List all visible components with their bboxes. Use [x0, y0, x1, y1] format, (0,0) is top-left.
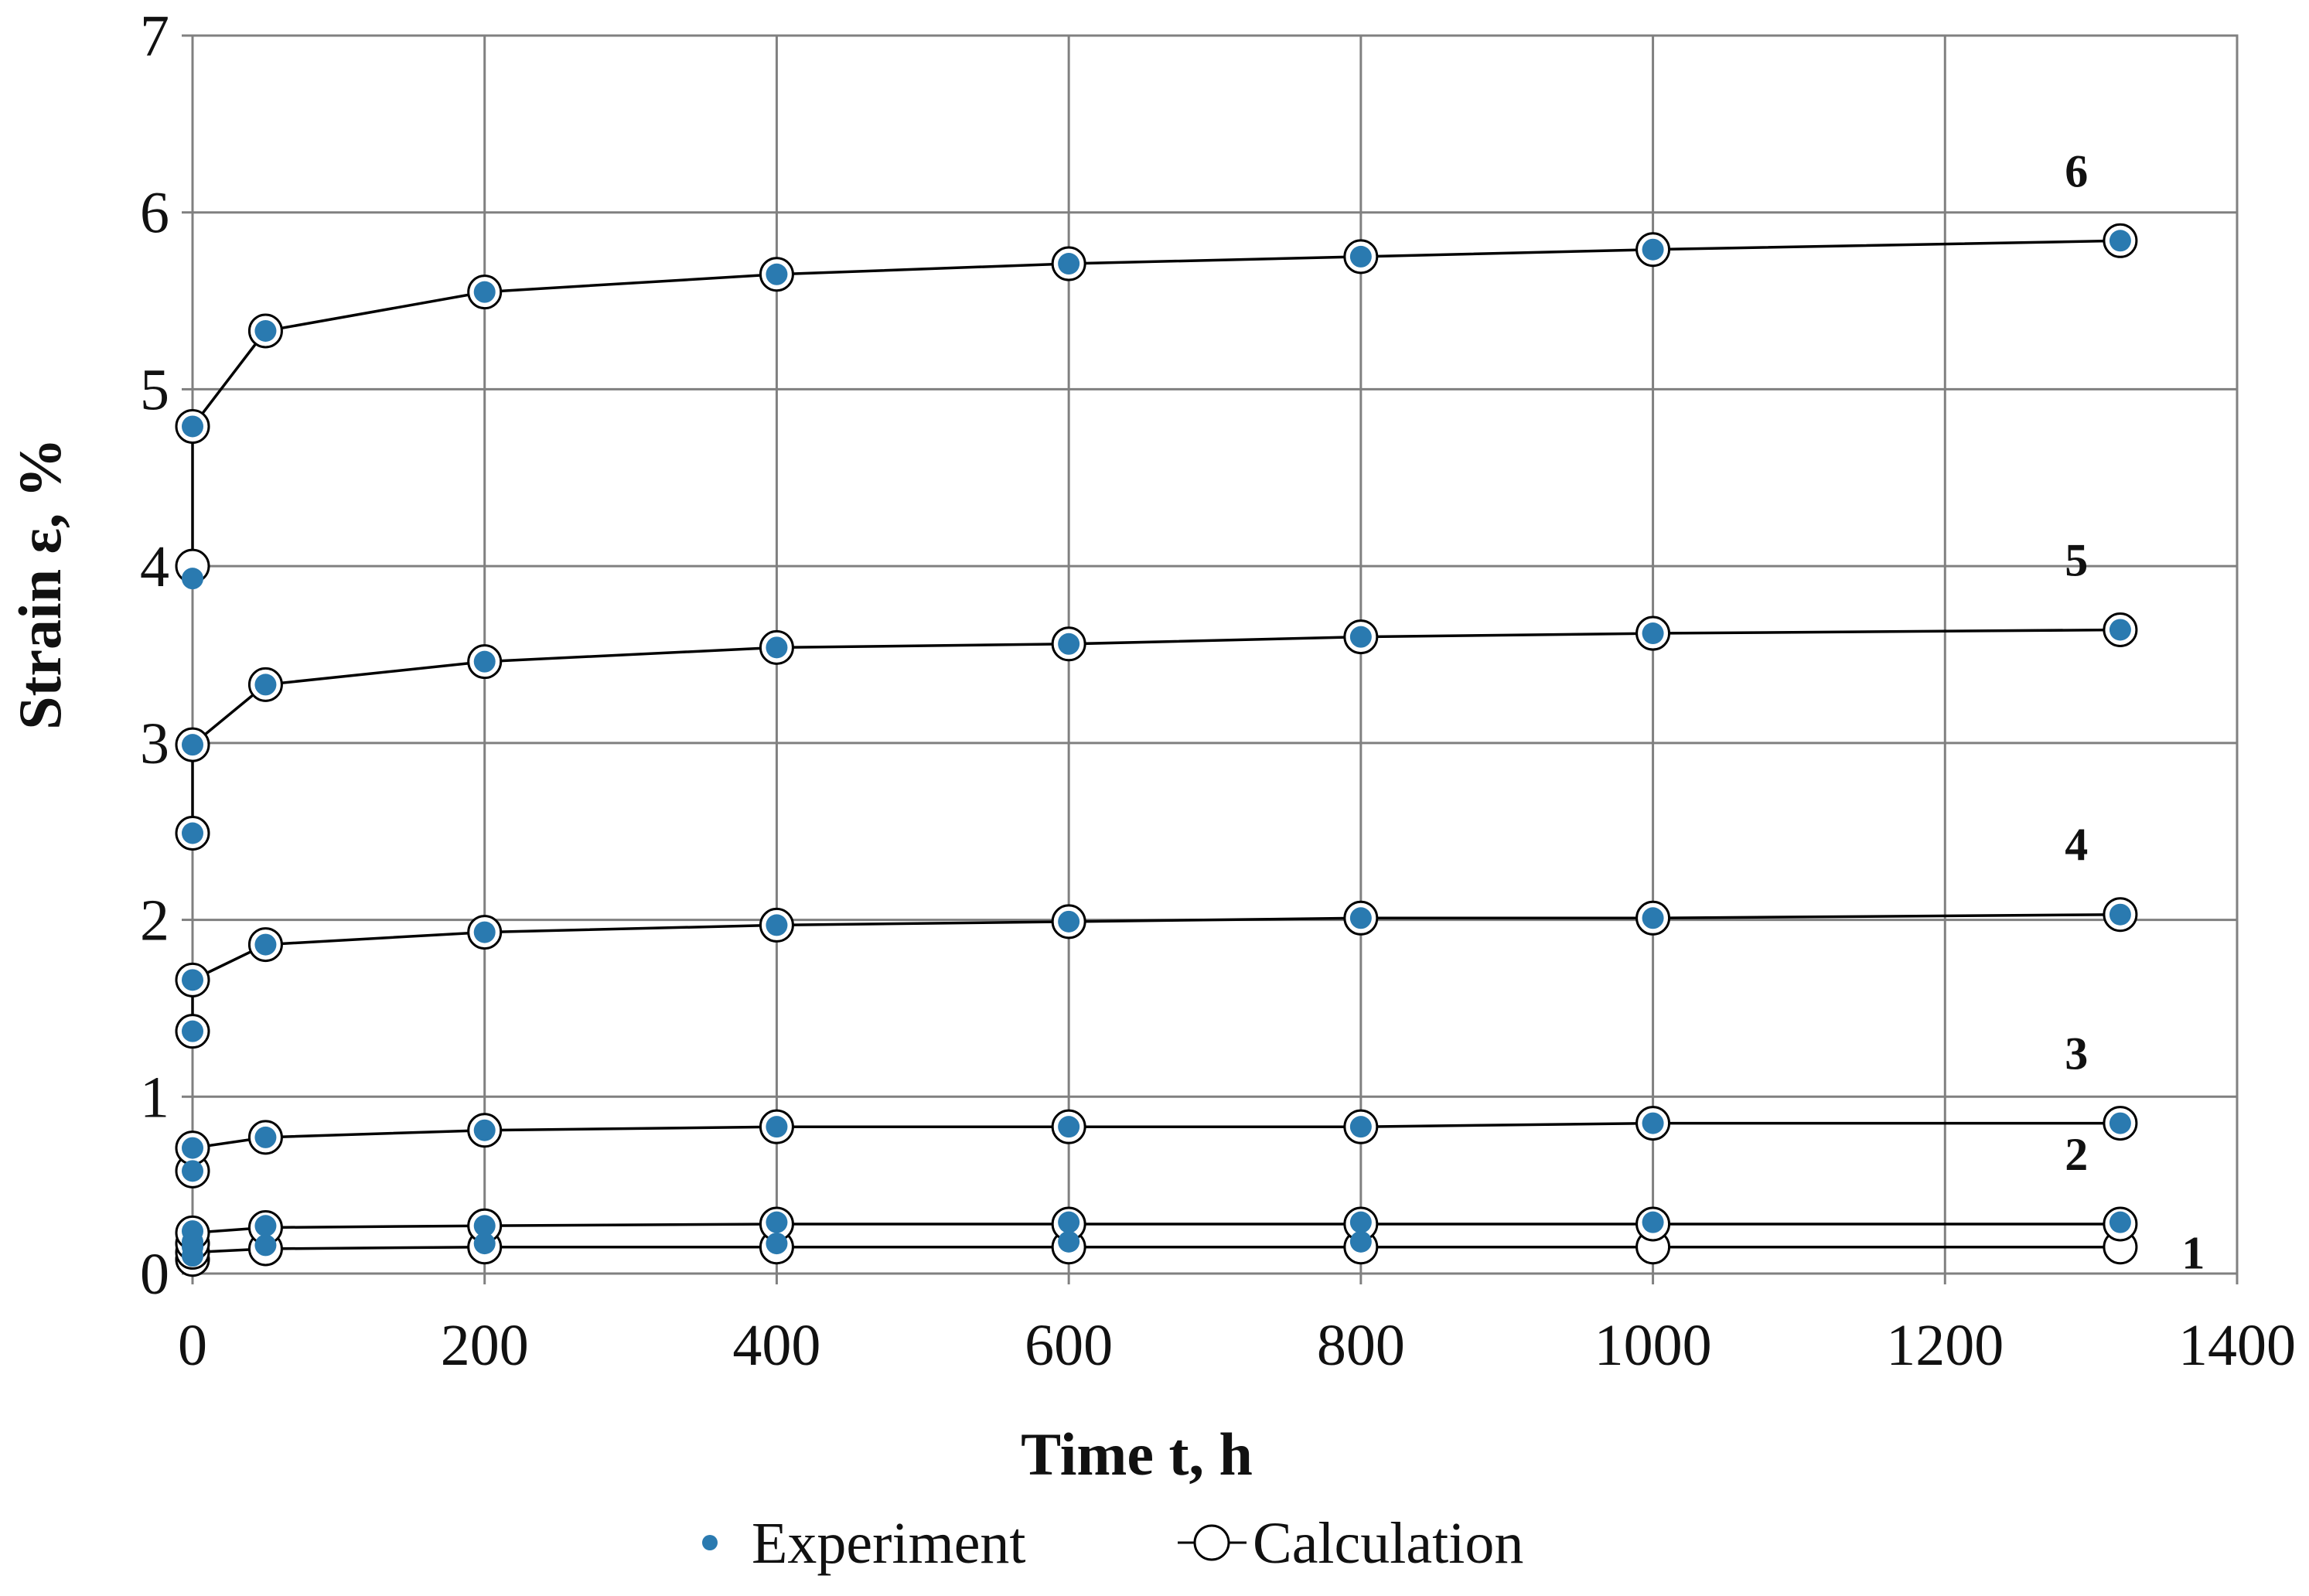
legend-calculation-label: Calculation [1253, 1511, 1523, 1576]
experiment-point [766, 1116, 788, 1138]
experiment-point [473, 281, 496, 303]
y-tick-label: 3 [140, 711, 169, 776]
experiment-point [182, 1137, 203, 1159]
legend-experiment-marker [702, 1535, 718, 1550]
experiment-point [766, 636, 788, 659]
legend: Experiment Calculation [702, 1511, 1523, 1576]
x-tick-label: 0 [178, 1313, 207, 1378]
experiment-point [254, 674, 277, 696]
experiment-point [182, 822, 203, 844]
experiment-point [182, 1020, 203, 1042]
experiment-point [1058, 1211, 1080, 1233]
experiment-point [2109, 1112, 2131, 1134]
experiment-point [2109, 903, 2131, 926]
y-tick-label: 2 [140, 888, 169, 953]
curve-label-5: 5 [2065, 534, 2088, 585]
experiment-point [473, 1215, 496, 1237]
y-tick-label: 6 [140, 181, 169, 246]
experiment-point [1642, 1211, 1664, 1233]
x-tick-label: 1000 [1594, 1313, 1712, 1378]
experiment-point [2109, 619, 2131, 641]
y-tick-label: 5 [140, 357, 169, 422]
x-tick-label: 200 [441, 1313, 529, 1378]
x-axis-title: Time t, h [1021, 1420, 1253, 1488]
experiment-point [254, 933, 277, 956]
legend-item-calculation: Calculation [1178, 1511, 1523, 1576]
experiment-point [766, 914, 788, 936]
experiment-point [1642, 1112, 1664, 1134]
experiment-point [182, 734, 203, 756]
experiment-point [1642, 238, 1664, 261]
x-tick-label: 1200 [1886, 1313, 2004, 1378]
experiment-point [182, 415, 203, 438]
curve-labels: 1 2 3 4 5 6 [2065, 145, 2205, 1278]
curve-label-2: 2 [2065, 1129, 2088, 1180]
experiment-point [182, 969, 203, 991]
experiment-point [1058, 1116, 1080, 1138]
curve-label-4: 4 [2065, 820, 2088, 871]
experiment-point [766, 1233, 788, 1255]
experiment-point [473, 650, 496, 673]
experiment-point [2109, 1211, 2131, 1233]
experiment-point [1349, 1230, 1372, 1253]
tick-labels: 0 1 2 3 4 5 6 7 0 200 400 600 800 1000 1200 1400 [140, 4, 2296, 1378]
experiment-point [1642, 907, 1664, 929]
experiment-point [182, 1160, 203, 1182]
experiment-point [1058, 1230, 1080, 1253]
experiment-point [254, 1234, 277, 1257]
legend-calculation-marker [1193, 1524, 1230, 1561]
plot-area-frame [191, 34, 2239, 1275]
y-tick-label: 0 [140, 1242, 169, 1307]
curve-label-3: 3 [2065, 1028, 2088, 1079]
experiment-markers [182, 230, 2131, 1267]
experiment-point [1349, 245, 1372, 268]
experiment-point [182, 568, 203, 590]
experiment-point [1058, 253, 1080, 275]
experiment-point [473, 1119, 496, 1141]
experiment-point [254, 1215, 277, 1237]
experiment-point [254, 319, 277, 342]
legend-experiment-label: Experiment [752, 1511, 1026, 1576]
curve-label-1: 1 [2181, 1228, 2205, 1279]
experiment-point [182, 1220, 203, 1243]
experiment-point [1642, 622, 1664, 645]
experiment-point [1349, 1211, 1372, 1233]
experiment-point [1058, 910, 1080, 933]
x-tick-label: 1400 [2178, 1313, 2296, 1378]
legend-item-experiment: Experiment [702, 1511, 1026, 1576]
x-tick-label: 800 [1317, 1313, 1405, 1378]
experiment-point [2109, 230, 2131, 252]
experiment-point [1349, 907, 1372, 929]
y-tick-label: 4 [140, 534, 169, 599]
experiment-point [254, 1126, 277, 1148]
y-tick-label: 1 [140, 1065, 169, 1130]
x-tick-label: 400 [732, 1313, 820, 1378]
experiment-point [1058, 633, 1080, 655]
experiment-point [1349, 1116, 1372, 1138]
experiment-point [766, 1211, 788, 1233]
y-tick-label: 7 [140, 4, 169, 69]
experiment-point [473, 921, 496, 943]
experiment-point [1349, 626, 1372, 648]
experiment-point [766, 263, 788, 285]
experiment-point [473, 1233, 496, 1255]
x-tick-label: 600 [1025, 1313, 1113, 1378]
curve-label-6: 6 [2065, 145, 2088, 196]
y-axis-title: Strain ε, % [6, 438, 73, 730]
